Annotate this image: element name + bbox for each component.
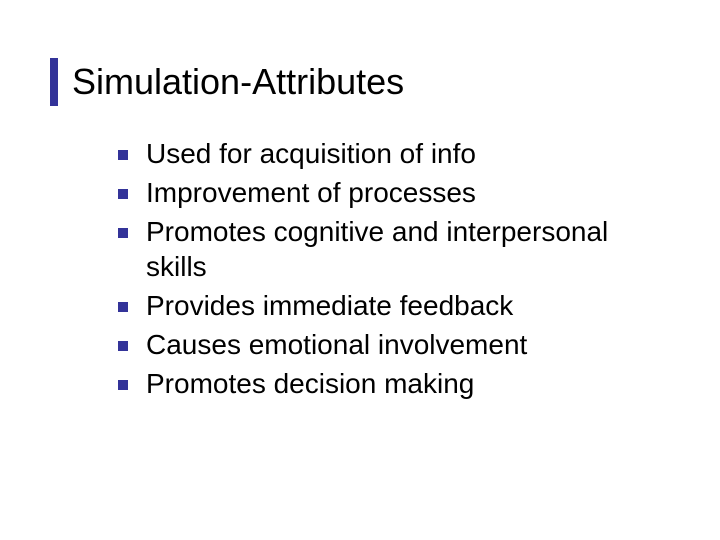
list-item: Promotes cognitive and interpersonal ski… — [118, 214, 630, 286]
bullet-text: Causes emotional involvement — [146, 327, 527, 363]
title-accent-bar — [50, 58, 58, 106]
slide-title: Simulation-Attributes — [72, 61, 404, 103]
bullet-text: Promotes decision making — [146, 366, 474, 402]
bullet-text: Used for acquisition of info — [146, 136, 476, 172]
square-bullet-icon — [118, 189, 128, 199]
bullet-text: Improvement of processes — [146, 175, 476, 211]
list-item: Promotes decision making — [118, 366, 630, 402]
square-bullet-icon — [118, 150, 128, 160]
bullet-text: Promotes cognitive and interpersonal ski… — [146, 214, 630, 286]
square-bullet-icon — [118, 228, 128, 238]
square-bullet-icon — [118, 380, 128, 390]
square-bullet-icon — [118, 302, 128, 312]
title-wrapper: Simulation-Attributes — [50, 58, 670, 106]
bullet-text: Provides immediate feedback — [146, 288, 513, 324]
list-item: Improvement of processes — [118, 175, 630, 211]
list-item: Causes emotional involvement — [118, 327, 630, 363]
list-item: Provides immediate feedback — [118, 288, 630, 324]
square-bullet-icon — [118, 341, 128, 351]
slide-container: Simulation-Attributes Used for acquisiti… — [0, 0, 720, 540]
bullet-list: Used for acquisition of info Improvement… — [50, 136, 670, 402]
list-item: Used for acquisition of info — [118, 136, 630, 172]
